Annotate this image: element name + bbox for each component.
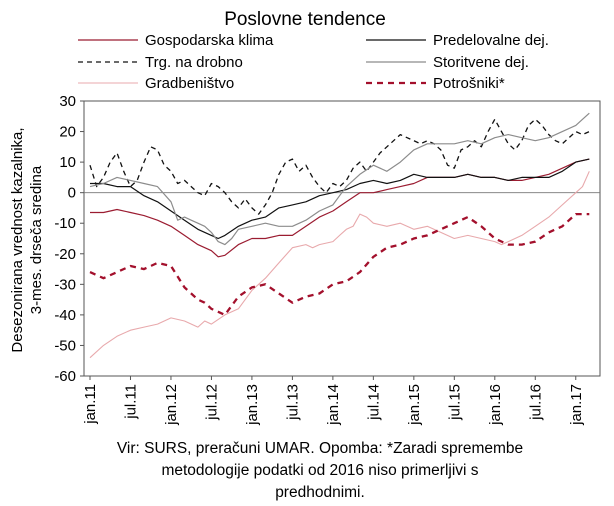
x-tick-label: jan.15 bbox=[406, 384, 423, 426]
y-tick-label: -40 bbox=[54, 307, 76, 324]
y-tick-label: 0 bbox=[68, 185, 76, 202]
x-tick-label: jan.12 bbox=[163, 384, 180, 426]
x-tick-label: jan.11 bbox=[82, 384, 99, 425]
series-line-predelovalne-dej bbox=[90, 158, 590, 240]
y-axis-label-line2: 3-mes. drseča sredina bbox=[28, 165, 45, 314]
x-tick-label: jul.16 bbox=[527, 384, 544, 421]
x-tick-label: jul.11 bbox=[122, 384, 139, 420]
legend-label: Predelovalne dej. bbox=[433, 32, 549, 49]
series-line-potro-niki bbox=[89, 212, 590, 317]
y-tick-label: -20 bbox=[54, 246, 76, 263]
x-tick-label: jul.12 bbox=[203, 384, 220, 421]
chart: Poslovne tendence Gospodarska klima Prede… bbox=[9, 9, 601, 426]
y-tick-label: -30 bbox=[54, 276, 76, 293]
series-line-gospodarska-klima bbox=[90, 158, 590, 258]
series-line-gradbeni-tvo bbox=[89, 171, 590, 359]
x-tick-label: jan.13 bbox=[244, 384, 261, 426]
source-note-line2: metodologije podatki od 2016 niso primer… bbox=[161, 462, 479, 479]
y-tick-label: -10 bbox=[54, 215, 76, 232]
legend-label: Trg. na drobno bbox=[145, 54, 243, 71]
legend-label: Potrošniki* bbox=[433, 75, 505, 92]
series-line-trg-na-drobno bbox=[89, 118, 590, 215]
plot-area bbox=[83, 100, 601, 377]
x-tick-label: jul.15 bbox=[446, 384, 463, 421]
series-line-storitvene-dej bbox=[89, 112, 590, 246]
x-tick-label: jul.13 bbox=[284, 384, 301, 421]
legend-label: Gospodarska klima bbox=[145, 32, 274, 49]
x-axis: jan.11 jul.11 jan.12 jul.12 jan.13 jul.13 jan.… bbox=[82, 376, 585, 426]
x-tick-label: jul.14 bbox=[365, 384, 382, 421]
y-tick-label: 10 bbox=[59, 154, 76, 171]
source-note-line3: predhodnimi. bbox=[275, 484, 365, 501]
y-tick-label: -50 bbox=[54, 337, 76, 354]
chart-title: Poslovne tendence bbox=[224, 9, 386, 30]
x-tick-label: jan.14 bbox=[325, 384, 342, 426]
plot-frame bbox=[83, 100, 601, 377]
legend: Gospodarska klima Predelovalne dej. Trg. n… bbox=[78, 32, 549, 92]
y-tick-label: 20 bbox=[59, 124, 76, 141]
source-note: Vir: SURS, preračuni UMAR. Opomba: *Zara… bbox=[40, 438, 600, 504]
x-tick-label: jan.16 bbox=[487, 384, 504, 426]
legend-label: Storitvene dej. bbox=[433, 54, 529, 71]
y-axis: 30 20 10 0 -10 -20 -30 -40 -50 -60 bbox=[54, 93, 84, 385]
y-tick-label: -60 bbox=[54, 368, 76, 385]
y-axis-label: Desezonirana vrednost kazalnika, 3-mes. … bbox=[9, 127, 45, 352]
y-tick-label: 30 bbox=[59, 93, 76, 110]
x-tick-label: jan.17 bbox=[568, 384, 585, 426]
legend-label: Gradbeništvo bbox=[145, 75, 234, 92]
y-axis-label-line1: Desezonirana vrednost kazalnika, bbox=[9, 127, 26, 352]
source-note-line1: Vir: SURS, preračuni UMAR. Opomba: *Zara… bbox=[116, 440, 524, 457]
